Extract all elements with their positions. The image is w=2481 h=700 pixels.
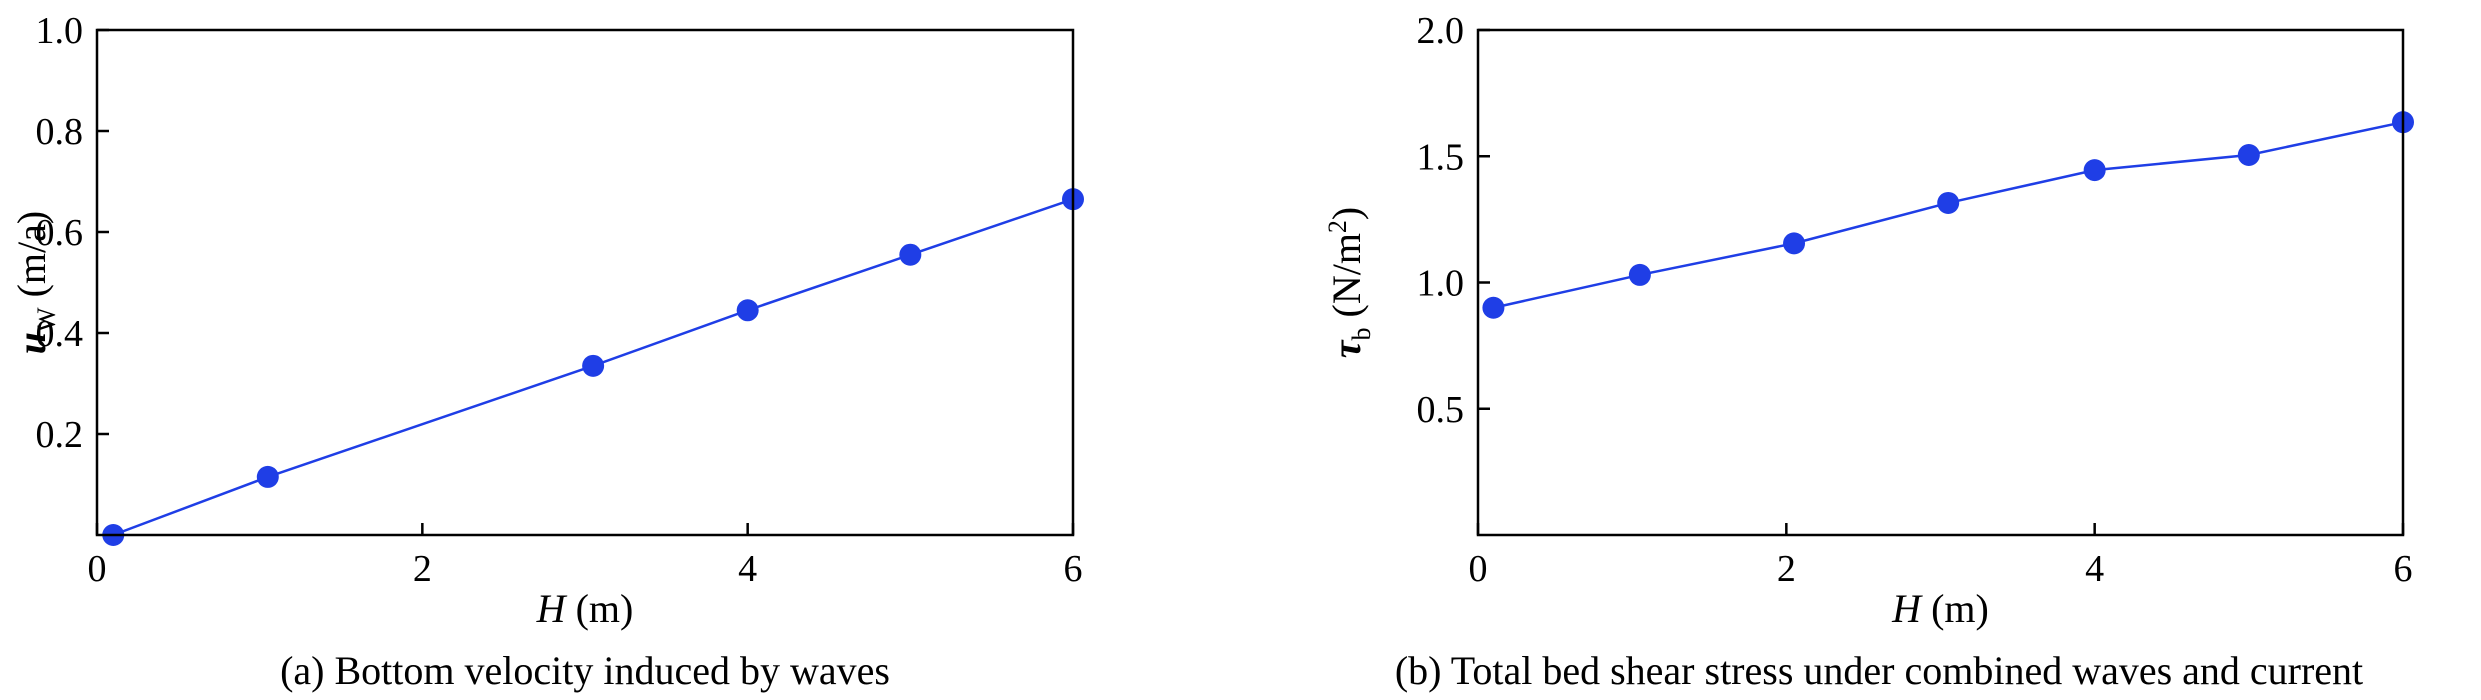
data-point [2083,159,2106,182]
y-tick-label: 0.6 [36,212,84,254]
panel-b-plot-frame [1476,28,2405,537]
panel-b-caption: (b) Total bed shear stress under combine… [1395,648,2363,693]
x-tick-label: 4 [738,548,757,590]
data-point [582,354,605,377]
y-tick-label: 0.5 [1417,389,1465,431]
y-tick-label: 0.2 [36,414,84,456]
panel-a-ticks: 0 2 4 6 0.2 0.4 0.6 0.8 1.0 [36,10,1083,590]
y-tick-label: 0.8 [36,111,84,153]
panel-a-bottom-velocity: 0 2 4 6 0.2 0.4 0.6 0.8 1.0 H (m) uW (m/a) (a) B… [9,10,1084,693]
y-tick-label: 1.0 [1417,263,1465,305]
panel-b-bed-shear-stress: 0 2 4 6 0.5 1.0 1.5 2.0 H (m) τb (N/m2) (b) Tot… [1323,10,2414,693]
panel-a-plot-frame [95,28,1075,537]
panel-b-ticks: 0 2 4 6 0.5 1.0 1.5 2.0 [1417,10,2413,590]
data-point [1783,232,1806,255]
y-tick-label: 2.0 [1417,10,1465,52]
data-point [2237,143,2260,166]
panel-a-y-axis-label: uW (m/a) [9,211,61,354]
panel-a-x-axis-label: H (m) [536,586,634,631]
data-point [1482,296,1505,319]
series-line [1493,120,2404,309]
x-tick-label: 6 [1064,548,1083,590]
series-line [112,197,1074,537]
x-tick-label: 0 [88,548,107,590]
x-tick-label: 2 [413,548,432,590]
panel-b-x-axis-label: H (m) [1891,586,1989,631]
panel-a-series [102,188,1084,546]
y-tick-label: 1.0 [36,10,84,52]
data-point [256,465,279,488]
data-point [1628,263,1651,286]
panel-b-y-axis-label: τb (N/m2) [1323,207,1376,359]
x-tick-label: 4 [2085,548,2104,590]
x-tick-label: 6 [2394,548,2413,590]
x-tick-label: 2 [1777,548,1796,590]
data-point [736,299,759,322]
panel-b-series [1482,111,2414,319]
data-point [1937,191,1960,214]
y-tick-label: 0.4 [36,313,84,355]
y-tick-label: 1.5 [1417,136,1465,178]
data-point [899,243,922,266]
x-tick-label: 0 [1469,548,1488,590]
panel-a-caption: (a) Bottom velocity induced by waves [280,648,890,693]
